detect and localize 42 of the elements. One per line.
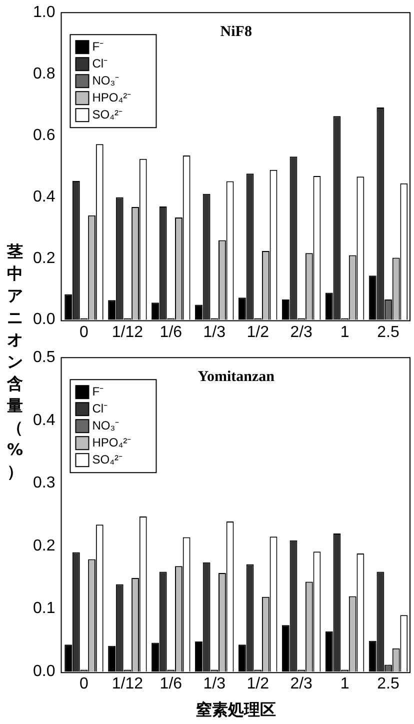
x-tick-label: 0 [80,676,89,693]
legend-label: SO₄²⁻ [92,107,122,122]
legend-label: F⁻ [92,384,104,398]
x-tick-label: 1/12 [112,324,144,341]
legend-label: NO₃⁻ [92,73,120,88]
x-tick-label: 1/2 [246,324,270,341]
text: Yomitanzan [198,368,276,385]
text: 茎中アニオン含量（%） [6,242,24,481]
x-axis-title: 窒素処理区 [196,700,276,719]
y-tick-label: 0.2 [32,537,56,554]
x-tick-label: 2.5 [377,676,400,693]
y-tick-label: 1.0 [32,4,56,22]
x-tick-label: 1 [340,676,350,693]
x-tick-label: 0 [80,324,89,341]
legend-label: Cl⁻ [92,401,108,416]
x-tick-label: 1/12 [112,676,144,693]
y-tick-label: 0.0 [32,311,56,328]
x-tick-label: 1/3 [203,324,226,341]
x-tick-label: 2/3 [290,676,313,693]
y-tick-label: 0.3 [32,474,56,492]
y-tick-label: 0.1 [32,600,56,618]
x-tick-label: 1/6 [160,676,182,693]
x-tick-label: 1/6 [160,324,182,341]
x-tick-label: 1 [340,324,350,341]
y-tick-label: 0.2 [32,250,56,267]
y-tick-label: 0.5 [32,349,56,366]
x-tick-label: 2/3 [290,324,313,341]
y-tick-label: 0.8 [32,65,56,82]
legend-label: SO₄²⁻ [92,452,122,466]
y-tick-label: 0.4 [32,188,56,206]
legend-label: F⁻ [92,39,104,54]
x-tick-label: 2.5 [377,324,400,341]
x-tick-label: 1/3 [203,676,226,693]
legend-label: NO₃⁻ [92,418,120,432]
legend-label: HPO₄²⁻ [92,435,132,450]
y-tick-label: 0.4 [32,412,56,429]
text: NiF8 [220,24,252,40]
legend-label: HPO₄²⁻ [92,90,132,104]
legend-label: Cl⁻ [92,56,108,70]
y-tick-label: 0.6 [32,126,56,144]
y-tick-label: 0.0 [32,663,56,680]
x-tick-label: 1/2 [246,676,270,693]
